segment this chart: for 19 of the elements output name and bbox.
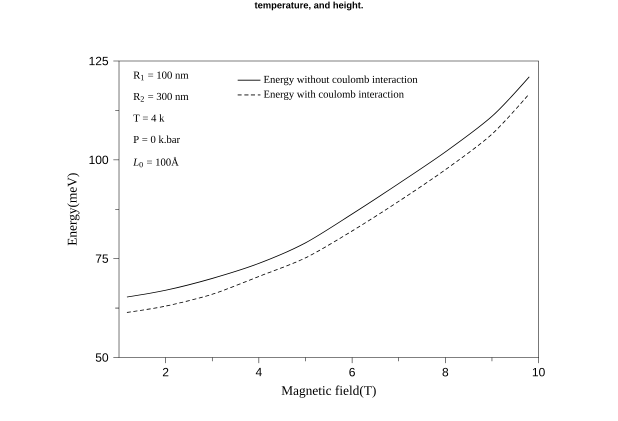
legend-label: Energy with coulomb interaction — [264, 90, 404, 100]
chart-title: temperature, and height. — [254, 2, 363, 10]
y-tick-label: 100 — [90, 156, 108, 164]
y-tick-label: 125 — [90, 56, 108, 66]
annotation: T = 4 k — [133, 114, 164, 122]
x-axis-title: Magnetic field(T) — [282, 386, 376, 398]
x-tick-label: 8 — [442, 368, 448, 376]
y-axis-title: Energy(meV) — [67, 173, 80, 246]
y-tick-label: 50 — [96, 353, 108, 362]
x-tick-label: 6 — [349, 368, 355, 376]
x-tick-label: 2 — [162, 368, 168, 376]
annotation: L$_{0}$ = 100Å — [133, 156, 179, 168]
x-tick-label: 10 — [532, 368, 545, 376]
legend-label: Energy without coulomb interaction — [264, 76, 418, 86]
annotation: R$_{1}$ = 100 nm — [134, 72, 188, 80]
annotation: P = 0 k.bar — [134, 136, 180, 144]
x-tick-label: 4 — [256, 368, 262, 376]
annotation: R$_{2}$ = 300 nm — [134, 92, 188, 102]
y-tick-label: 75 — [96, 254, 108, 263]
